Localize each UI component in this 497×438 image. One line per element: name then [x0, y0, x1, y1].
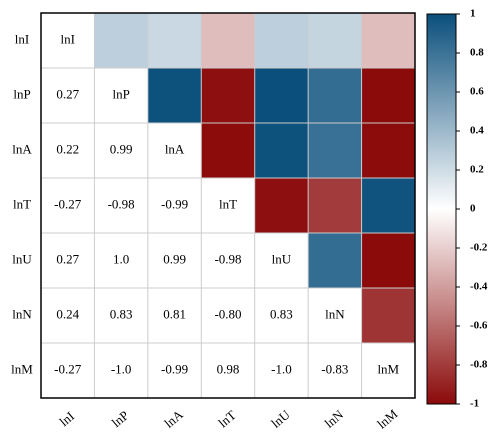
- diagonal-label: lnM: [377, 361, 399, 376]
- diagonal-label: lnI: [60, 31, 74, 46]
- colorbar-tick-label: 0: [470, 203, 476, 215]
- corr-cell: [147, 68, 202, 123]
- corr-value: -0.83: [321, 361, 348, 376]
- colorbar-tick-label: -0.8: [470, 359, 488, 371]
- corr-cell: [254, 123, 309, 178]
- column-label: lnN: [322, 406, 347, 430]
- row-label: lnN: [12, 306, 32, 321]
- corr-value: -0.98: [108, 196, 135, 211]
- column-label: lnU: [268, 406, 293, 430]
- corr-cell: [308, 178, 362, 233]
- corr-value: -1.0: [111, 361, 132, 376]
- column-label: lnI: [56, 408, 77, 429]
- column-label: lnP: [109, 408, 132, 431]
- corr-cell: [201, 123, 255, 178]
- row-label: lnT: [13, 196, 31, 211]
- corr-cell: [254, 13, 309, 68]
- corr-value: 0.98: [217, 361, 240, 376]
- corr-value: 0.99: [163, 251, 186, 266]
- colorbar-tick-label: -0.2: [470, 242, 488, 254]
- corr-value: -0.80: [214, 306, 241, 321]
- row-label: lnP: [13, 86, 30, 101]
- column-label: lnT: [215, 407, 239, 430]
- plot-border: [40, 12, 416, 399]
- corr-cell: [361, 13, 415, 68]
- colorbar-tick-label: 0.2: [470, 164, 484, 176]
- row-label: lnM: [11, 361, 33, 376]
- colorbar-axis: 1 0.8 0.6 0.4 0.2 0 -0.2 -0.4 -0.6 -0.8 -1: [456, 8, 488, 410]
- corr-cell: [308, 233, 362, 288]
- corr-value: 0.22: [56, 141, 79, 156]
- column-label: lnM: [374, 406, 401, 432]
- row-label: lnA: [12, 141, 32, 156]
- colorbar-tick-label: -0.4: [470, 281, 488, 293]
- corr-cell: [201, 13, 255, 68]
- diagonal-label: lnN: [325, 306, 345, 321]
- colorbar-tick-label: 0.4: [470, 125, 484, 137]
- corr-cell: [201, 68, 255, 123]
- corr-value: 1.0: [113, 251, 129, 266]
- corr-cell: [361, 233, 415, 288]
- corr-value: -1.0: [271, 361, 292, 376]
- diagonal-label: lnP: [112, 86, 129, 101]
- corr-value: -0.98: [214, 251, 241, 266]
- corr-cell: [254, 178, 309, 233]
- corr-cell: [308, 13, 362, 68]
- colorbar-tick-label: 1: [470, 8, 476, 20]
- row-label: lnU: [12, 251, 32, 266]
- corr-cell: [94, 13, 148, 68]
- colorbar-tick-label: 0.6: [470, 86, 484, 98]
- diagonal-label: lnA: [165, 141, 185, 156]
- corr-cell: [361, 288, 415, 343]
- corr-cell: [361, 123, 415, 178]
- corr-cell: [361, 178, 415, 233]
- corr-value: -0.99: [161, 196, 188, 211]
- corr-cell: [308, 123, 362, 178]
- column-label: lnA: [161, 406, 186, 430]
- diagonal-label: lnT: [219, 196, 237, 211]
- corr-cell: [147, 13, 202, 68]
- corr-value: -0.27: [54, 196, 82, 211]
- colorbar: [426, 13, 457, 405]
- colorbar-tick-label: -0.6: [470, 320, 488, 332]
- corr-value: 0.83: [270, 306, 293, 321]
- corr-cell: [254, 68, 309, 123]
- corr-cell: [308, 68, 362, 123]
- corr-value: -0.99: [161, 361, 188, 376]
- corr-cell: [361, 68, 415, 123]
- corr-value: 0.83: [110, 306, 133, 321]
- corr-value: 0.24: [56, 306, 79, 321]
- corr-value: 0.27: [56, 251, 79, 266]
- diagonal-label: lnU: [272, 251, 292, 266]
- colorbar-tick-label: -1: [470, 398, 479, 410]
- colorbar-tick-label: 0.8: [470, 47, 484, 59]
- corr-value: -0.27: [54, 361, 82, 376]
- row-label: lnI: [15, 31, 29, 46]
- corr-value: 0.81: [163, 306, 186, 321]
- corr-value: 0.99: [110, 141, 133, 156]
- corr-value: 0.27: [56, 86, 79, 101]
